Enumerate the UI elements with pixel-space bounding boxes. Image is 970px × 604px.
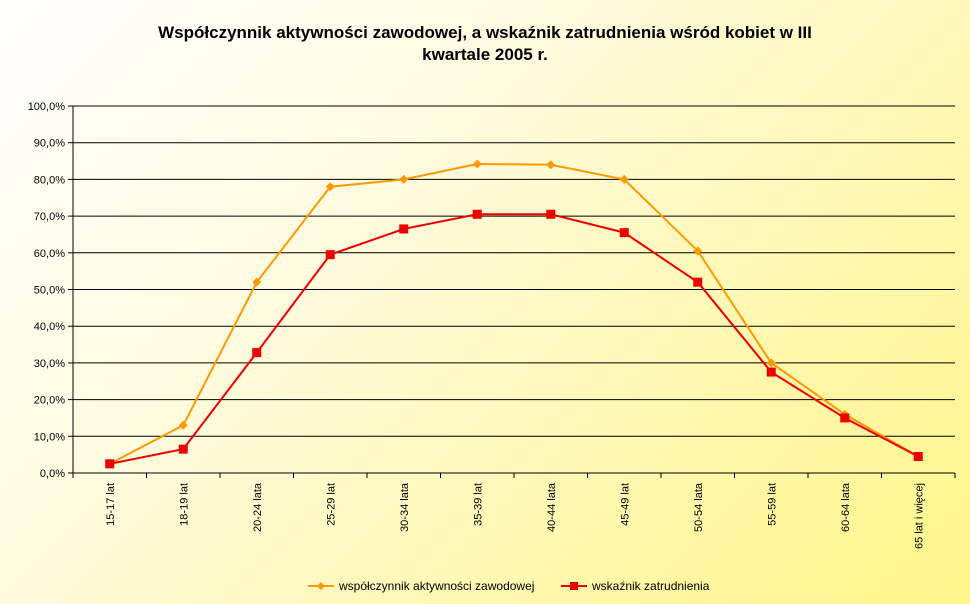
x-tick-label: 50-54 lata bbox=[693, 482, 705, 532]
y-tick-label: 10,0% bbox=[34, 431, 65, 443]
x-tick-label: 25-29 lat bbox=[325, 483, 337, 526]
y-tick-label: 40,0% bbox=[34, 321, 65, 333]
data-point bbox=[472, 209, 482, 219]
data-point bbox=[325, 250, 335, 260]
x-tick-label: 60-64 lata bbox=[840, 482, 852, 532]
y-tick-label: 100,0% bbox=[28, 101, 66, 113]
data-point bbox=[693, 277, 703, 287]
y-tick-label: 50,0% bbox=[34, 285, 65, 297]
data-point bbox=[546, 209, 556, 219]
y-tick-label: 70,0% bbox=[34, 211, 65, 223]
x-tick-label: 15-17 lat bbox=[105, 483, 117, 526]
data-point bbox=[105, 459, 115, 469]
data-point bbox=[178, 444, 188, 454]
data-point bbox=[399, 224, 409, 234]
legend-label: wskaźnik zatrudnienia bbox=[591, 579, 710, 593]
y-tick-label: 30,0% bbox=[34, 358, 65, 370]
x-tick-label: 35-39 lat bbox=[472, 483, 484, 526]
y-tick-label: 60,0% bbox=[34, 248, 65, 260]
data-point bbox=[472, 159, 482, 169]
data-point bbox=[546, 160, 556, 170]
y-tick-label: 20,0% bbox=[34, 395, 65, 407]
data-point bbox=[766, 367, 776, 377]
x-tick-label: 55-59 lat bbox=[766, 483, 778, 526]
data-point bbox=[178, 420, 188, 430]
series-line bbox=[109, 213, 919, 465]
x-tick-label: 30-34 lata bbox=[399, 482, 411, 532]
y-tick-label: 90,0% bbox=[34, 138, 65, 150]
y-tick-label: 80,0% bbox=[34, 174, 65, 186]
chart-title-line2: kwartale 2005 r. bbox=[422, 45, 548, 64]
chart-title: Współczynnik aktywności zawodowej, a wsk… bbox=[0, 22, 970, 66]
x-tick-label: 18-19 lat bbox=[178, 483, 190, 526]
data-point bbox=[766, 358, 776, 368]
data-point bbox=[325, 182, 335, 192]
x-tick-label: 65 lat i więcej bbox=[913, 483, 925, 549]
data-point bbox=[693, 246, 703, 256]
data-point bbox=[399, 174, 409, 184]
data-point bbox=[913, 451, 923, 461]
x-tick-label: 45-49 lat bbox=[619, 483, 631, 526]
data-point bbox=[252, 348, 262, 358]
legend-label: współczynnik aktywności zawodowej bbox=[338, 579, 534, 593]
data-point bbox=[619, 228, 629, 238]
x-tick-label: 40-44 lata bbox=[546, 482, 558, 532]
data-point bbox=[252, 277, 262, 287]
series-line bbox=[109, 162, 919, 465]
x-tick-label: 20-24 lata bbox=[252, 482, 264, 532]
y-tick-label: 0,0% bbox=[40, 468, 65, 480]
legend-marker bbox=[570, 582, 578, 590]
legend-marker bbox=[317, 582, 325, 590]
data-point bbox=[840, 413, 850, 423]
chart-title-line1: Współczynnik aktywności zawodowej, a wsk… bbox=[158, 23, 812, 42]
data-point bbox=[619, 174, 629, 184]
